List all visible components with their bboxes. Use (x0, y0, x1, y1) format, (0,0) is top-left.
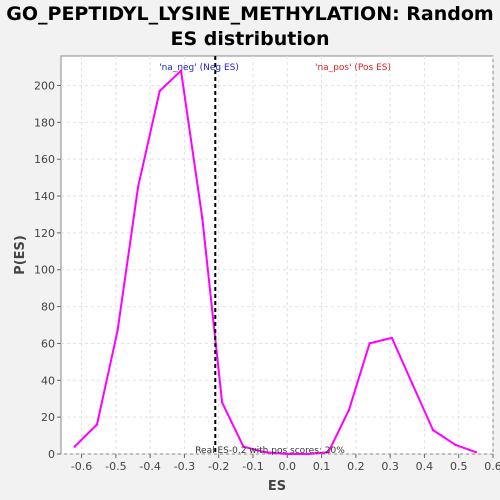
x-tick-label: 0.2 (347, 460, 365, 473)
data-point (286, 452, 289, 456)
y-axis-label: P(ES) (13, 235, 28, 275)
data-point (368, 342, 371, 345)
data-point (201, 216, 204, 220)
data-point (431, 428, 435, 432)
neg-es-annotation: 'na_neg' (Neg ES) (159, 63, 239, 73)
data-point (116, 329, 119, 332)
x-tick-label: 0.5 (450, 460, 468, 473)
y-tick-label: 60 (41, 337, 55, 350)
data-point (263, 450, 267, 454)
x-axis-label: ES (268, 479, 286, 494)
data-point (179, 69, 183, 72)
pos-es-annotation: 'na_pos' (Pos ES) (315, 63, 391, 73)
chart-title: GO_PEPTIDYL_LYSINE_METHYLATION: Random E… (0, 2, 500, 52)
y-tick-label: 180 (34, 116, 55, 129)
x-tick-label: 0.4 (416, 460, 434, 473)
y-tick-label: 100 (34, 264, 55, 277)
y-tick-label: 200 (34, 79, 55, 92)
x-tick-label: 0.6 (484, 460, 500, 473)
grid (61, 56, 494, 455)
x-tick-label: -0.5 (105, 460, 126, 473)
data-point (95, 423, 99, 426)
chart-title-line2: ES distribution (170, 28, 330, 50)
series-layer (73, 69, 478, 456)
y-tick-label: 20 (41, 411, 55, 424)
x-tick-label: -0.1 (242, 460, 263, 473)
data-point (474, 450, 478, 454)
y-tick-label: 0 (48, 448, 55, 461)
x-tick-label: -0.2 (208, 460, 229, 473)
data-point (158, 89, 161, 93)
data-point (454, 443, 457, 446)
y-tick-label: 160 (34, 153, 55, 166)
y-tick-label: 140 (34, 190, 55, 203)
x-tick-label: 0.1 (313, 460, 331, 473)
data-point (136, 185, 140, 189)
chart-title-line1: GO_PEPTIDYL_LYSINE_METHYLATION: Random (6, 3, 494, 25)
plot-area (60, 55, 494, 455)
data-point (347, 408, 351, 411)
real-es-annotation: Real ES-0.2 with pos scores: 20% (195, 446, 345, 456)
x-tick-label: -0.6 (71, 460, 92, 473)
data-point (242, 445, 245, 448)
data-point (390, 336, 394, 340)
y-tick-label: 120 (34, 227, 55, 240)
data-point (411, 382, 414, 386)
series-line (73, 69, 477, 455)
data-point (327, 450, 330, 454)
data-point (220, 401, 224, 404)
x-tick-label: 0.3 (381, 460, 399, 473)
data-point (73, 445, 76, 448)
x-tick-label: -0.3 (174, 460, 195, 473)
x-tick-label: -0.4 (139, 460, 160, 473)
x-tick-label: 0.0 (279, 460, 297, 473)
data-point (307, 452, 310, 456)
axes: -0.6 -0.5 -0.4 -0.3 -0.2 -0.1 0.0 0.1 0.2 0.3 0.4 0… (34, 79, 500, 473)
y-tick-label: 80 (41, 301, 55, 314)
y-tick-label: 40 (41, 374, 55, 387)
